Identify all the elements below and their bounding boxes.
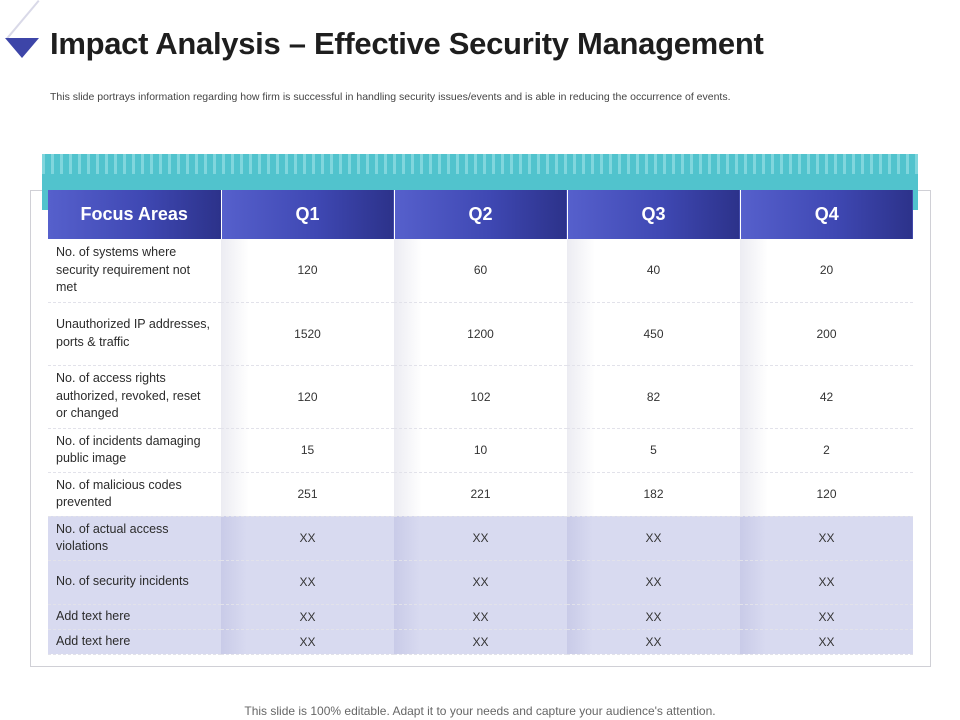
header-q3: Q3	[567, 190, 741, 239]
q4-cell: XX	[740, 560, 913, 605]
q4-cell: 42	[740, 365, 913, 429]
table-row: Unauthorized IP addresses, ports & traff…	[48, 302, 913, 366]
q1-cell: XX	[221, 516, 394, 561]
focus-area-cell: No. of systems where security requiremen…	[48, 239, 221, 303]
q4-cell: 2	[740, 428, 913, 473]
table-row: No. of security incidents XX XX XX XX	[48, 560, 913, 605]
q4-cell: XX	[740, 516, 913, 561]
focus-area-cell: No. of actual access violations	[48, 516, 221, 561]
table-row: Add text here XX XX XX XX	[48, 629, 913, 655]
table-row: No. of incidents damaging public image 1…	[48, 428, 913, 473]
q3-cell: 450	[567, 302, 740, 366]
q2-cell: XX	[394, 604, 567, 630]
corner-decoration-line	[5, 0, 40, 40]
q3-cell: XX	[567, 516, 740, 561]
q3-cell: 82	[567, 365, 740, 429]
q2-cell: 1200	[394, 302, 567, 366]
q1-cell: 120	[221, 365, 394, 429]
focus-area-cell: Unauthorized IP addresses, ports & traff…	[48, 302, 221, 366]
page-subtitle: This slide portrays information regardin…	[50, 91, 731, 103]
header-q2: Q2	[394, 190, 568, 239]
table-row: Add text here XX XX XX XX	[48, 604, 913, 630]
q3-cell: 5	[567, 428, 740, 473]
q4-cell: 20	[740, 239, 913, 303]
stripe-tick-pattern	[42, 154, 918, 174]
table-header-row: Focus Areas Q1 Q2 Q3 Q4	[48, 190, 913, 239]
impact-table: Focus Areas Q1 Q2 Q3 Q4 No. of systems w…	[48, 190, 913, 655]
q2-cell: XX	[394, 560, 567, 605]
q4-cell: XX	[740, 604, 913, 630]
q3-cell: 182	[567, 472, 740, 517]
table-row: No. of malicious codes prevented 251 221…	[48, 472, 913, 517]
footer-note: This slide is 100% editable. Adapt it to…	[244, 704, 716, 718]
table-row: No. of actual access violations XX XX XX…	[48, 516, 913, 561]
q2-cell: 10	[394, 428, 567, 473]
q1-cell: 15	[221, 428, 394, 473]
q2-cell: XX	[394, 516, 567, 561]
q1-cell: XX	[221, 560, 394, 605]
header-q1: Q1	[221, 190, 395, 239]
q4-cell: XX	[740, 629, 913, 655]
q2-cell: XX	[394, 629, 567, 655]
focus-area-cell: Add text here	[48, 629, 221, 655]
q1-cell: XX	[221, 629, 394, 655]
focus-area-cell: Add text here	[48, 604, 221, 630]
q3-cell: 40	[567, 239, 740, 303]
focus-area-cell: No. of incidents damaging public image	[48, 428, 221, 473]
header-focus-areas: Focus Areas	[48, 190, 222, 239]
q1-cell: 1520	[221, 302, 394, 366]
table-row: No. of systems where security requiremen…	[48, 239, 913, 303]
focus-area-cell: No. of malicious codes prevented	[48, 472, 221, 517]
q4-cell: 120	[740, 472, 913, 517]
q2-cell: 60	[394, 239, 567, 303]
q2-cell: 102	[394, 365, 567, 429]
q4-cell: 200	[740, 302, 913, 366]
q1-cell: 120	[221, 239, 394, 303]
focus-area-cell: No. of access rights authorized, revoked…	[48, 365, 221, 429]
triangle-bullet-icon	[5, 38, 39, 58]
page-title: Impact Analysis – Effective Security Man…	[50, 26, 764, 61]
q3-cell: XX	[567, 604, 740, 630]
q1-cell: 251	[221, 472, 394, 517]
header-q4: Q4	[740, 190, 913, 239]
q3-cell: XX	[567, 629, 740, 655]
focus-area-cell: No. of security incidents	[48, 560, 221, 605]
q1-cell: XX	[221, 604, 394, 630]
q2-cell: 221	[394, 472, 567, 517]
table-row: No. of access rights authorized, revoked…	[48, 365, 913, 429]
q3-cell: XX	[567, 560, 740, 605]
